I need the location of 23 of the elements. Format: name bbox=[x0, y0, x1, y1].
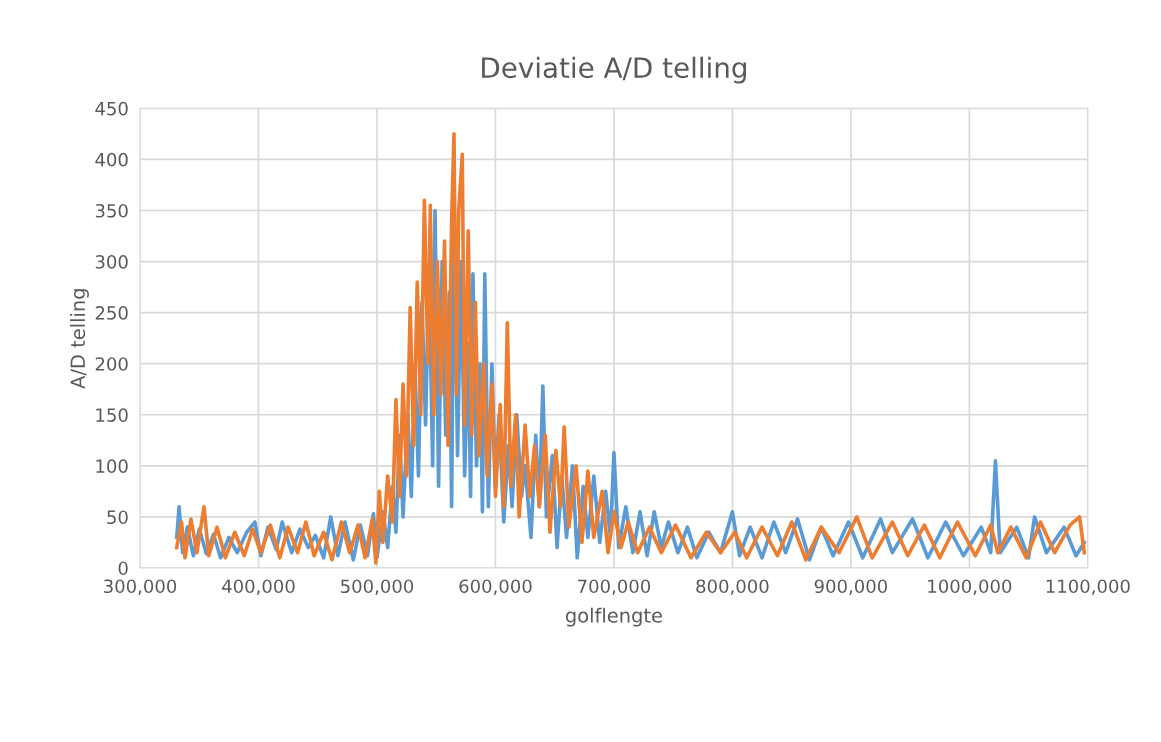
y-axis-title: A/D telling bbox=[70, 289, 89, 389]
y-tick-label: 350 bbox=[95, 203, 128, 218]
x-tick-label: 1000,000 bbox=[928, 579, 1012, 595]
y-tick-label: 50 bbox=[107, 510, 128, 525]
x-tick-label: 900,000 bbox=[814, 579, 888, 595]
y-tick-label: 100 bbox=[96, 459, 128, 473]
x-tick-label: 600,000 bbox=[459, 579, 532, 595]
x-axis-title: golflengte bbox=[565, 607, 662, 627]
y-tick-label: 300 bbox=[95, 255, 128, 269]
x-tick-label: 300,000 bbox=[104, 579, 177, 595]
y-tick-label: 200 bbox=[95, 357, 128, 371]
chart-title: Deviatie A/D telling bbox=[482, 56, 746, 84]
y-tick-label: 150 bbox=[96, 408, 128, 422]
x-tick-label: 500,000 bbox=[341, 579, 414, 595]
x-tick-label: 1100,000 bbox=[1046, 579, 1130, 595]
y-tick-label: 450 bbox=[95, 101, 128, 116]
y-tick-label: 250 bbox=[95, 306, 128, 320]
x-tick-label: 400,000 bbox=[222, 579, 295, 595]
line-series bbox=[174, 132, 1087, 565]
x-tick-label: 800,000 bbox=[696, 579, 769, 595]
y-tick-label: 400 bbox=[95, 152, 128, 167]
y-tick-label: 0 bbox=[118, 561, 128, 576]
x-tick-label: 700,000 bbox=[578, 579, 651, 595]
